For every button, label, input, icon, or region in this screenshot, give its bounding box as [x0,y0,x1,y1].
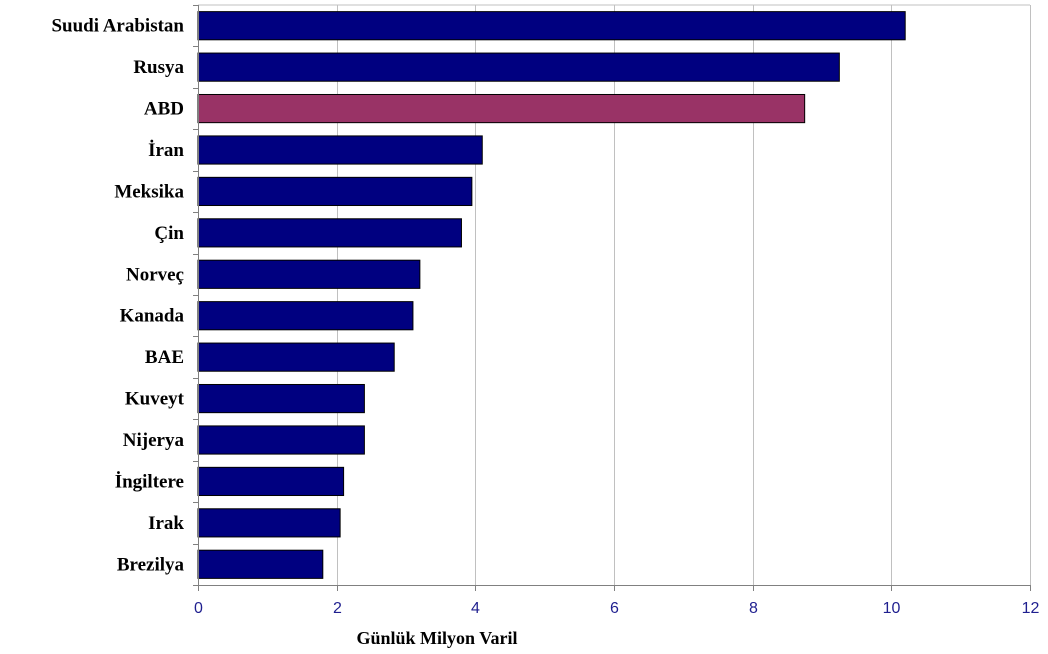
bar-2 [197,52,840,82]
bar-10 [197,383,365,414]
category-label: Meksika [114,181,184,202]
category-label: Kanada [120,306,185,327]
bar-8 [197,301,414,331]
x-tick-label: 0 [194,600,203,617]
bar-4 [197,135,483,165]
bar-3 [197,93,806,124]
category-label: Brezilya [117,554,185,575]
category-label: Çin [154,223,184,244]
category-label: Nijerya [123,430,185,451]
category-label: Norveç [126,264,184,285]
labels: Suudi Arabistan Rusya ABD İran Meksika Çin Nor… [51,16,1039,617]
category-label: Suudi Arabistan [51,16,184,37]
x-axis-title: Günlük Milyon Varil [356,628,517,648]
x-tick-label: 10 [883,600,901,617]
category-label: Kuveyt [125,389,185,410]
bar-6 [197,218,462,248]
x-tick-label: 6 [610,600,619,617]
category-label: Rusya [133,57,184,78]
bar-1 [197,11,906,41]
bar-11 [197,425,365,455]
category-label: ABD [144,99,184,120]
x-tick-label: 4 [471,600,480,617]
bar-9 [197,342,395,372]
bar-13 [197,508,341,538]
x-tick-label: 8 [749,600,758,617]
bar-7 [197,259,421,289]
gridlines [198,4,1031,585]
category-label: İngiltere [115,471,184,492]
x-tick-label: 2 [333,600,342,617]
bar-12 [197,466,345,497]
bar-5 [197,176,473,207]
bar-14 [197,549,324,579]
category-label: BAE [145,347,184,368]
category-label: Irak [148,513,184,534]
axes [193,5,1031,591]
category-label: İran [148,140,184,161]
x-tick-label: 12 [1022,600,1040,617]
bars [197,11,906,579]
